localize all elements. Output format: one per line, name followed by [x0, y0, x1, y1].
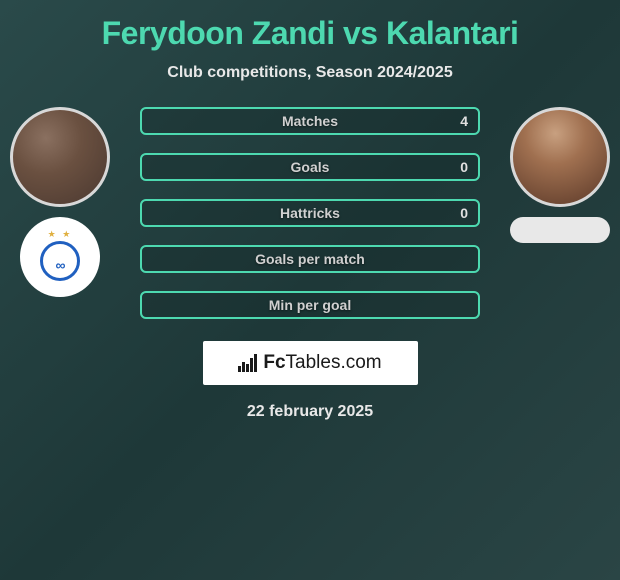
stat-row-goals-per-match: Goals per match [140, 245, 480, 273]
stat-row-min-per-goal: Min per goal [140, 291, 480, 319]
comparison-card: Ferydoon Zandi vs Kalantari Club competi… [0, 0, 620, 421]
stat-label: Goals per match [255, 251, 365, 267]
club-rings-icon: ∞ [30, 257, 90, 273]
player-left-avatar [10, 107, 110, 207]
brand-text: FcTables.com [263, 352, 381, 374]
stat-row-hattricks: Hattricks 0 [140, 199, 480, 227]
page-title: Ferydoon Zandi vs Kalantari [102, 15, 519, 52]
stat-label: Hattricks [280, 205, 340, 221]
player-right-club-pill [510, 217, 610, 243]
stat-value-right: 0 [460, 159, 468, 175]
subtitle: Club competitions, Season 2024/2025 [167, 64, 452, 82]
stat-label: Goals [291, 159, 330, 175]
brand-suffix: Tables.com [286, 352, 382, 373]
player-right-avatar [510, 107, 610, 207]
stat-row-matches: Matches 4 [140, 107, 480, 135]
right-player-column [510, 107, 610, 243]
stat-value-right: 0 [460, 205, 468, 221]
club-badge-inner: ★ ★ ∞ [30, 227, 90, 287]
date-label: 22 february 2025 [247, 403, 373, 421]
bar-chart-icon [238, 354, 257, 372]
brand-prefix: Fc [263, 352, 285, 373]
club-stars-icon: ★ ★ [30, 229, 90, 240]
stat-row-goals: Goals 0 [140, 153, 480, 181]
player-left-club-badge: ★ ★ ∞ [20, 217, 100, 297]
left-player-column: ★ ★ ∞ [10, 107, 110, 297]
stat-label: Matches [282, 113, 338, 129]
brand-badge[interactable]: FcTables.com [203, 341, 418, 385]
stats-bars: Matches 4 Goals 0 Hattricks 0 Goals per … [140, 107, 480, 319]
stats-area: ★ ★ ∞ Matches 4 Goals 0 Hattricks 0 [10, 107, 610, 319]
stat-label: Min per goal [269, 297, 351, 313]
stat-value-right: 4 [460, 113, 468, 129]
